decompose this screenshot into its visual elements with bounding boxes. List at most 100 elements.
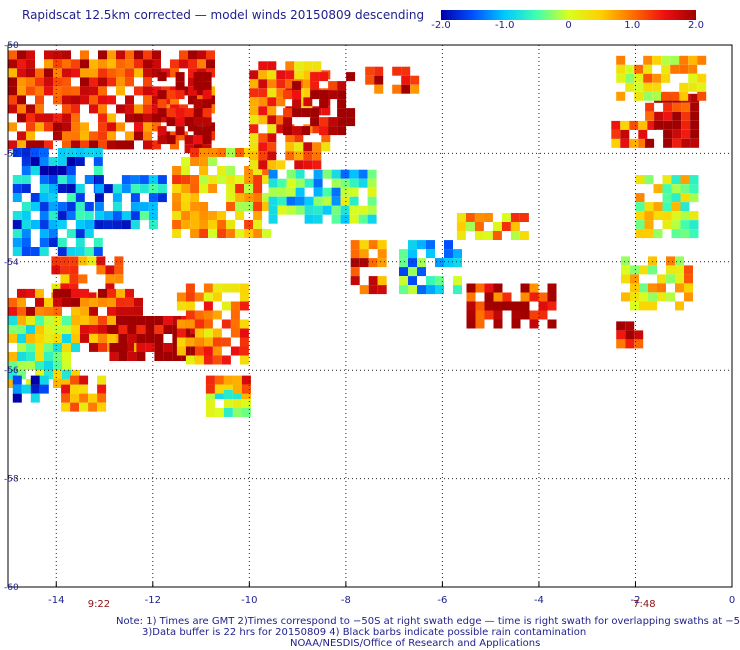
wind-cell (21, 148, 31, 157)
wind-cell (340, 187, 350, 197)
wind-cell (312, 142, 322, 152)
wind-cell (185, 283, 195, 293)
wind-cell (241, 408, 251, 417)
wind-cell (157, 135, 167, 145)
wind-cell (244, 193, 254, 202)
wind-cell (510, 231, 520, 240)
wind-cell (625, 82, 635, 92)
wind-cell (262, 166, 272, 175)
wind-cell (663, 111, 673, 121)
wind-cell (17, 334, 26, 343)
wind-cell (241, 399, 251, 408)
wind-cell (107, 50, 116, 60)
wind-cell (105, 274, 115, 284)
wind-cell (510, 213, 520, 222)
wind-cell (12, 175, 22, 184)
wind-cell (235, 211, 245, 220)
wind-cell (653, 184, 663, 194)
wind-cell (121, 175, 131, 185)
wind-cell (26, 122, 35, 132)
wind-cell (152, 113, 161, 123)
colorbar-tick-label: 0 (565, 20, 572, 31)
wind-cell (62, 140, 71, 150)
wind-cell (671, 229, 681, 239)
wind-cell (185, 319, 195, 329)
wind-cell (48, 166, 58, 175)
wind-cell (190, 229, 200, 238)
wind-cell (337, 117, 347, 127)
wind-cell (17, 288, 26, 298)
wind-cell (202, 99, 212, 109)
x-tick-label: -12 (145, 595, 161, 606)
wind-cell (217, 148, 227, 157)
wind-cell (199, 175, 209, 184)
wind-cell (53, 68, 62, 78)
wind-cell (143, 140, 152, 150)
wind-cell (267, 115, 277, 125)
wind-cell (26, 379, 35, 388)
wind-cell (321, 142, 331, 152)
wind-cell (662, 220, 672, 230)
wind-cell (244, 166, 254, 175)
wind-cell (258, 160, 268, 170)
wind-cell (48, 175, 58, 184)
wind-cell (689, 211, 699, 221)
wind-cell (107, 140, 116, 150)
wind-cell (35, 370, 44, 379)
wind-cell (109, 343, 119, 352)
wind-cell (426, 276, 435, 286)
wind-cell (17, 352, 26, 361)
wind-cell (125, 59, 134, 69)
wind-cell (17, 370, 26, 379)
wind-cell (143, 59, 152, 69)
wind-cell (456, 213, 466, 222)
wind-cell (346, 72, 356, 82)
wind-cell (697, 73, 707, 83)
wind-cell (53, 379, 62, 388)
wind-cell (625, 321, 635, 331)
wind-cell (60, 283, 70, 293)
wind-cell (62, 86, 71, 96)
wind-cell (89, 95, 98, 105)
wind-cell (39, 202, 49, 211)
wind-cell (313, 187, 323, 197)
wind-cell (57, 202, 67, 211)
wind-cell (529, 319, 539, 329)
wind-cell (313, 214, 323, 224)
wind-cell (235, 193, 245, 202)
wind-cell (53, 343, 62, 352)
wind-cell (217, 175, 227, 184)
wind-cell (484, 310, 494, 320)
wind-cell (26, 316, 35, 325)
wind-cell (208, 220, 218, 229)
wind-cell (48, 157, 58, 166)
wind-cell (51, 256, 61, 266)
wind-cell (230, 310, 240, 320)
wind-cell (399, 258, 408, 268)
wind-cell (185, 292, 195, 302)
wind-cell (267, 61, 277, 71)
wind-cell (321, 106, 331, 116)
wind-cell (399, 276, 408, 286)
wind-cell (62, 325, 71, 334)
wind-cell (474, 213, 484, 222)
wind-cell (188, 95, 197, 105)
x-tick-label: 0 (729, 595, 735, 606)
wind-cell (294, 142, 304, 152)
wind-cell (223, 390, 233, 399)
wind-cell (346, 108, 356, 118)
wind-cell (30, 220, 40, 229)
wind-cell (235, 202, 245, 211)
wind-cell (223, 381, 233, 390)
wind-cell (166, 108, 176, 118)
wind-cell (621, 274, 630, 284)
wind-cell (244, 229, 254, 238)
wind-cell (70, 384, 80, 394)
wind-cell (661, 73, 671, 83)
wind-cell (253, 211, 263, 220)
wind-cell (303, 79, 313, 89)
wind-cell (444, 258, 453, 268)
wind-cell (21, 238, 31, 247)
wind-cell (66, 175, 76, 184)
wind-cell (399, 285, 408, 295)
